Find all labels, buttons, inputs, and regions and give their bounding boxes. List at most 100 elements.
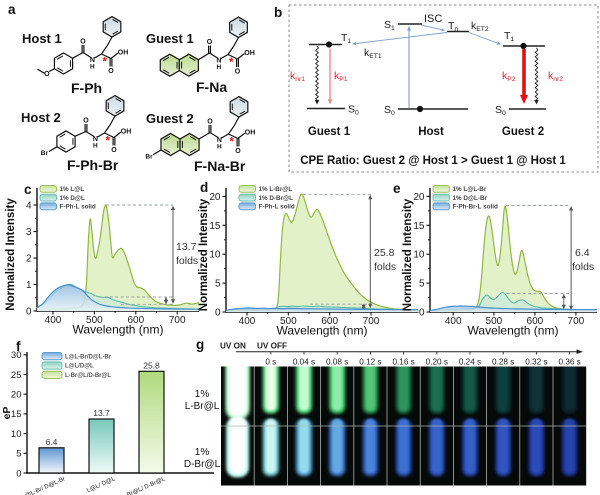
svg-text:Wavelength (nm): Wavelength (nm) bbox=[73, 323, 164, 337]
svg-text:H: H bbox=[90, 63, 95, 70]
svg-text:15: 15 bbox=[11, 409, 22, 420]
svg-text:1% D@L-Br: 1% D@L-Br bbox=[453, 195, 488, 202]
svg-text:5: 5 bbox=[419, 279, 425, 290]
svg-text:S1: S1 bbox=[384, 19, 395, 32]
svg-text:0.12 s: 0.12 s bbox=[359, 358, 381, 367]
svg-text:kET2: kET2 bbox=[471, 20, 489, 33]
svg-text:500: 500 bbox=[280, 316, 297, 327]
svg-text:20: 20 bbox=[413, 192, 425, 203]
svg-text:10: 10 bbox=[413, 250, 425, 261]
svg-text:L-Br@L/ D-Br@L: L-Br@L/ D-Br@L bbox=[121, 475, 167, 495]
svg-text:Host 2: Host 2 bbox=[21, 110, 61, 125]
svg-text:O: O bbox=[83, 118, 89, 125]
svg-text:folds: folds bbox=[176, 255, 198, 267]
svg-text:e: e bbox=[393, 181, 401, 196]
svg-text:O: O bbox=[235, 69, 241, 76]
svg-text:L@L-Br/D@L-Br: L@L-Br/D@L-Br bbox=[65, 354, 112, 360]
svg-text:Normalized Intensity: Normalized Intensity bbox=[198, 198, 210, 311]
svg-text:OH: OH bbox=[118, 50, 129, 57]
svg-text:N: N bbox=[90, 57, 95, 64]
svg-text:Normalized Intensity: Normalized Intensity bbox=[402, 198, 414, 311]
svg-text:1% L-Br@L: 1% L-Br@L bbox=[259, 186, 293, 193]
svg-text:1% L@L: 1% L@L bbox=[60, 186, 85, 193]
svg-text:L-Br@L/D-Br@L: L-Br@L/D-Br@L bbox=[65, 373, 111, 379]
svg-text:Tn: Tn bbox=[448, 20, 458, 33]
svg-text:0: 0 bbox=[215, 308, 221, 319]
svg-text:eP: eP bbox=[1, 407, 13, 420]
svg-text:0: 0 bbox=[419, 308, 425, 319]
svg-text:O: O bbox=[235, 148, 241, 155]
svg-text:Wavelength (nm): Wavelength (nm) bbox=[468, 324, 559, 338]
svg-text:3: 3 bbox=[26, 227, 32, 238]
svg-text:0: 0 bbox=[16, 468, 21, 479]
svg-text:25: 25 bbox=[11, 370, 22, 381]
svg-text:F-Ph: F-Ph bbox=[71, 80, 102, 96]
svg-text:10: 10 bbox=[209, 250, 221, 261]
svg-text:0.28 s: 0.28 s bbox=[492, 358, 514, 367]
svg-text:H: H bbox=[93, 142, 98, 149]
svg-text:kP2: kP2 bbox=[502, 70, 516, 83]
svg-text:O: O bbox=[80, 39, 86, 46]
svg-text:400: 400 bbox=[445, 316, 462, 327]
svg-text:500: 500 bbox=[86, 315, 103, 326]
svg-text:F-Ph-Br-L solid: F-Ph-Br-L solid bbox=[453, 204, 499, 211]
svg-text:Br: Br bbox=[41, 150, 49, 157]
svg-text:13.7: 13.7 bbox=[176, 241, 197, 253]
svg-text:Normalized Intensity: Normalized Intensity bbox=[5, 198, 17, 311]
svg-text:UV OFF: UV OFF bbox=[257, 342, 287, 351]
svg-text:Guest 1: Guest 1 bbox=[146, 31, 194, 46]
svg-text:30: 30 bbox=[11, 350, 22, 361]
svg-text:Host: Host bbox=[418, 126, 444, 138]
svg-text:ISC: ISC bbox=[424, 13, 442, 25]
svg-text:0 s: 0 s bbox=[265, 358, 276, 367]
svg-text:1%: 1% bbox=[195, 389, 210, 400]
svg-text:F-Ph-Br: F-Ph-Br bbox=[67, 157, 119, 173]
svg-text:N: N bbox=[93, 136, 98, 143]
svg-text:folds: folds bbox=[374, 261, 396, 273]
svg-text:d: d bbox=[200, 180, 208, 195]
svg-text:20: 20 bbox=[209, 192, 221, 203]
svg-text:kP1: kP1 bbox=[334, 70, 348, 83]
svg-text:Guest 1: Guest 1 bbox=[308, 126, 351, 138]
svg-text:600: 600 bbox=[321, 316, 338, 327]
svg-text:0.04 s: 0.04 s bbox=[293, 358, 315, 367]
svg-text:1% D-Br@L: 1% D-Br@L bbox=[259, 195, 294, 202]
svg-text:O: O bbox=[207, 119, 213, 126]
svg-text:T1: T1 bbox=[341, 32, 351, 45]
svg-text:O: O bbox=[44, 71, 50, 78]
svg-text:T1: T1 bbox=[504, 30, 514, 43]
svg-text:CPE Ratio: Guest 2 @ Host 1 >: CPE Ratio: Guest 2 @ Host 1 > Guest 1 @ … bbox=[300, 155, 566, 167]
svg-text:f: f bbox=[16, 339, 21, 354]
svg-text:L@L-Br/ D@L-Br: L@L-Br/ D@L-Br bbox=[21, 475, 66, 495]
svg-text:20: 20 bbox=[11, 390, 22, 401]
svg-text:25.8: 25.8 bbox=[374, 247, 395, 259]
svg-text:*: * bbox=[105, 135, 110, 147]
svg-text:0.08 s: 0.08 s bbox=[326, 358, 348, 367]
svg-text:*: * bbox=[229, 57, 234, 69]
svg-text:OH: OH bbox=[244, 50, 255, 57]
svg-text:H: H bbox=[217, 143, 222, 150]
svg-text:Host 1: Host 1 bbox=[22, 31, 62, 46]
svg-text:L-Br@L: L-Br@L bbox=[185, 401, 220, 412]
svg-text:kET1: kET1 bbox=[364, 47, 382, 60]
svg-text:13.7: 13.7 bbox=[93, 408, 110, 418]
svg-text:D-Br@L: D-Br@L bbox=[184, 459, 221, 470]
svg-text:4: 4 bbox=[26, 201, 32, 212]
svg-text:Guest 2: Guest 2 bbox=[502, 126, 544, 138]
svg-text:O: O bbox=[111, 147, 117, 154]
svg-text:1%: 1% bbox=[195, 447, 210, 458]
svg-text:L@L/ D@L: L@L/ D@L bbox=[86, 475, 117, 494]
svg-text:g: g bbox=[196, 337, 204, 352]
svg-text:0.20 s: 0.20 s bbox=[426, 358, 448, 367]
svg-text:1% D@L: 1% D@L bbox=[60, 195, 86, 202]
svg-text:L@L/D@L: L@L/D@L bbox=[65, 364, 94, 370]
svg-text:500: 500 bbox=[486, 316, 503, 327]
svg-text:0.24 s: 0.24 s bbox=[459, 358, 481, 367]
svg-text:15: 15 bbox=[209, 221, 221, 232]
svg-text:F-Ph-L solid: F-Ph-L solid bbox=[60, 204, 96, 211]
svg-text:F-Na: F-Na bbox=[196, 79, 227, 95]
svg-text:700: 700 bbox=[363, 316, 380, 327]
svg-text:400: 400 bbox=[45, 315, 62, 326]
svg-text:0: 0 bbox=[26, 307, 32, 318]
svg-text:knr2: knr2 bbox=[548, 70, 563, 83]
